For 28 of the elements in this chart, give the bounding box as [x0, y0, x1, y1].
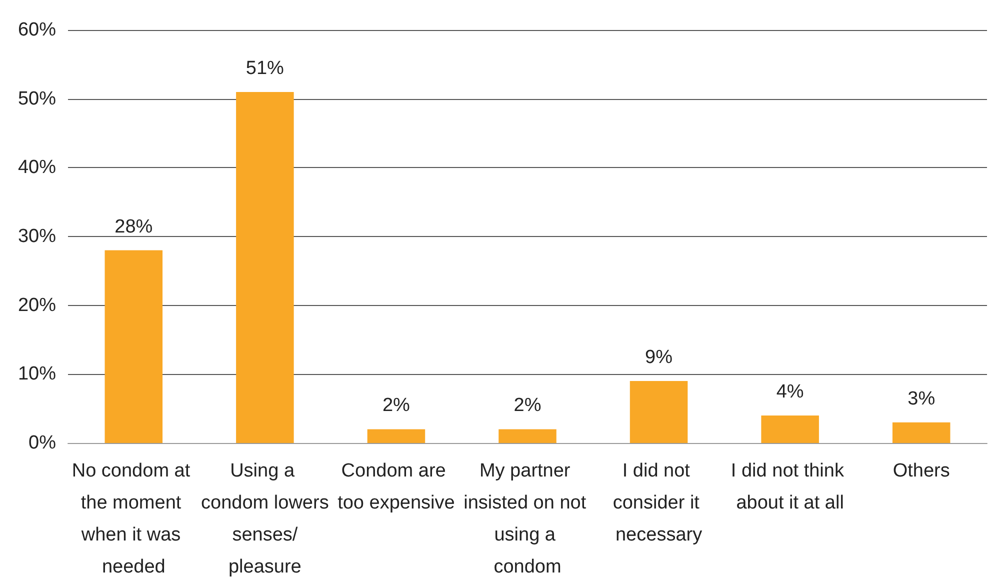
x-tick-label: I did not think about it at all [730, 460, 850, 514]
x-tick-label: My partner insisted on not using a condom [464, 460, 592, 578]
y-tick-label: 30% [18, 226, 56, 247]
y-tick-label: 10% [18, 364, 56, 385]
data-label: 28% [114, 216, 153, 238]
x-tick-label: I did not consider it necessary [612, 460, 705, 546]
x-tick-label: Using a condom lowers senses/ pleasure [201, 460, 329, 578]
data-label: 2% [514, 395, 542, 416]
y-tick-label: 0% [28, 432, 56, 454]
x-tick-label: No condom at the moment when it was needed [72, 460, 196, 578]
data-label: 51% [246, 58, 284, 79]
y-tick-label: 50% [18, 88, 56, 110]
y-tick-label: 20% [18, 294, 56, 316]
y-tick-label: 40% [18, 157, 56, 178]
bar [892, 422, 950, 443]
bar [630, 381, 688, 443]
x-tick-label: Others [892, 460, 950, 482]
bar [498, 429, 556, 443]
data-label: 3% [908, 388, 936, 410]
data-label: 4% [776, 381, 804, 402]
y-tick-label: 60% [18, 20, 56, 40]
bar [104, 250, 163, 443]
bar [236, 92, 294, 443]
data-label: 9% [645, 347, 673, 368]
bar [367, 429, 426, 443]
bar [761, 415, 819, 443]
x-tick-label: Condom are too expensive [338, 460, 455, 514]
data-label: 2% [382, 395, 410, 416]
